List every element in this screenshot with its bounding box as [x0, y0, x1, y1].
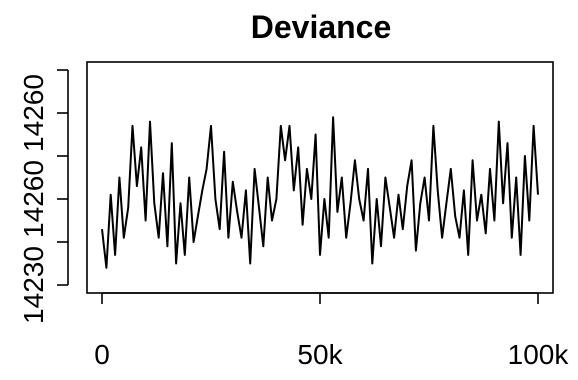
y-tick-label: 14260: [18, 74, 49, 152]
y-axis: 14230 14260 14260: [18, 69, 69, 324]
deviance-trace-line: [101, 116, 539, 269]
y-tick-label: 14230: [18, 246, 49, 324]
x-tick-label: 50k: [297, 339, 343, 370]
y-tick-label: 14260: [18, 160, 49, 238]
series-layer: [101, 116, 539, 269]
x-tick-label: 0: [94, 339, 110, 370]
x-tick-label: 100k: [508, 339, 570, 370]
chart-title: Deviance: [251, 9, 392, 45]
plot-frame: [86, 61, 554, 294]
x-axis: 0 50k 100k: [94, 292, 570, 370]
